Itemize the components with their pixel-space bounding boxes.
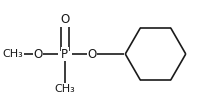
- Text: O: O: [87, 48, 96, 60]
- Text: O: O: [33, 48, 42, 60]
- Text: CH₃: CH₃: [3, 49, 23, 59]
- Text: CH₃: CH₃: [54, 84, 75, 94]
- Text: O: O: [60, 13, 69, 26]
- Text: P: P: [61, 48, 68, 60]
